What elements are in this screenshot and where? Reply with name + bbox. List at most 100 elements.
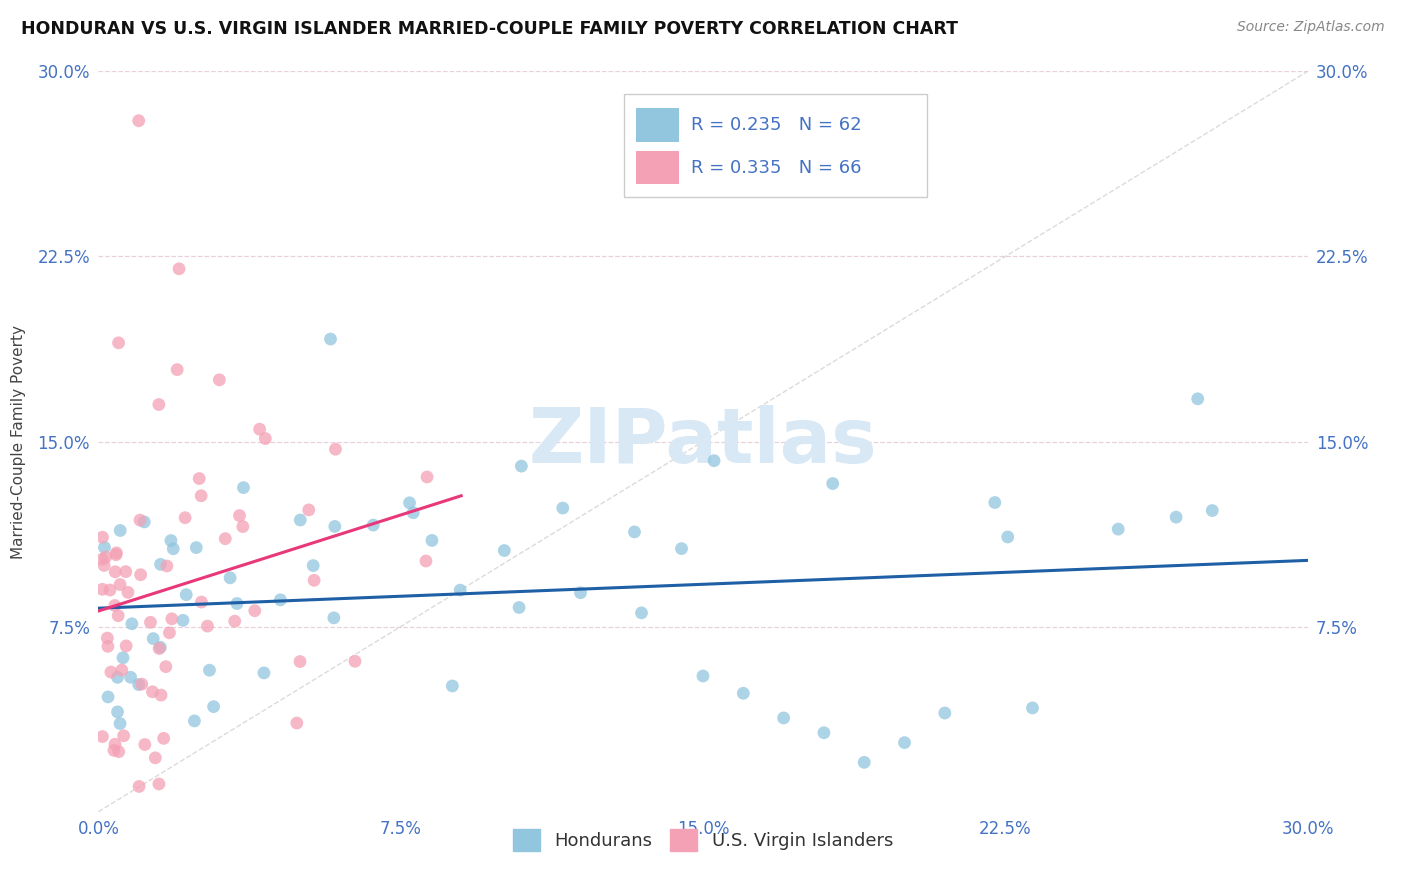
Point bbox=[93, 558, 115, 573]
Point bbox=[224, 614, 246, 628]
Point bbox=[623, 524, 645, 539]
Point bbox=[290, 513, 312, 527]
Bar bbox=[624, 94, 927, 197]
Point bbox=[107, 670, 129, 684]
Point bbox=[160, 533, 183, 548]
Point bbox=[150, 688, 173, 702]
Point bbox=[253, 665, 276, 680]
Point bbox=[285, 716, 308, 731]
Point bbox=[115, 639, 138, 653]
Bar bbox=[637, 151, 679, 184]
Bar bbox=[637, 109, 679, 142]
Point bbox=[232, 519, 254, 533]
Point bbox=[197, 619, 219, 633]
Point bbox=[934, 706, 956, 720]
Point bbox=[183, 714, 205, 728]
Point bbox=[813, 725, 835, 739]
Point bbox=[107, 745, 129, 759]
Point bbox=[149, 640, 172, 655]
Point bbox=[190, 489, 212, 503]
Point bbox=[103, 743, 125, 757]
Point bbox=[107, 705, 129, 719]
Point bbox=[214, 532, 236, 546]
Point bbox=[325, 442, 347, 457]
Point bbox=[551, 501, 574, 516]
Point bbox=[298, 503, 321, 517]
Point bbox=[190, 595, 212, 609]
Point bbox=[155, 659, 177, 673]
Point bbox=[104, 548, 127, 562]
Point bbox=[232, 481, 254, 495]
Point bbox=[100, 665, 122, 679]
Point bbox=[111, 650, 134, 665]
Point bbox=[129, 513, 152, 527]
Point bbox=[98, 582, 121, 597]
Point bbox=[91, 552, 114, 566]
Point bbox=[134, 738, 156, 752]
Point bbox=[692, 669, 714, 683]
Point bbox=[302, 574, 325, 588]
Point bbox=[166, 362, 188, 376]
Point bbox=[671, 541, 693, 556]
Point bbox=[302, 558, 325, 573]
Point bbox=[630, 606, 652, 620]
Point bbox=[322, 611, 344, 625]
Point bbox=[269, 592, 291, 607]
Point bbox=[449, 583, 471, 598]
Point bbox=[128, 677, 150, 691]
Y-axis label: Married-Couple Family Poverty: Married-Couple Family Poverty bbox=[11, 325, 27, 558]
Point bbox=[243, 604, 266, 618]
Point bbox=[226, 597, 249, 611]
Point bbox=[134, 515, 156, 529]
Point bbox=[323, 519, 346, 533]
Point bbox=[186, 541, 208, 555]
Point bbox=[160, 612, 183, 626]
Point bbox=[107, 608, 129, 623]
Point bbox=[174, 510, 197, 524]
Point bbox=[94, 549, 117, 564]
Point bbox=[111, 663, 134, 677]
Point bbox=[893, 736, 915, 750]
Point bbox=[1164, 510, 1187, 524]
Legend: Hondurans, U.S. Virgin Islanders: Hondurans, U.S. Virgin Islanders bbox=[506, 822, 900, 858]
Point bbox=[1107, 522, 1129, 536]
Point bbox=[148, 641, 170, 656]
Point bbox=[131, 677, 153, 691]
Point bbox=[569, 586, 592, 600]
Point bbox=[104, 599, 127, 613]
Point bbox=[188, 471, 211, 485]
Point bbox=[174, 588, 197, 602]
Point bbox=[156, 559, 179, 574]
Point bbox=[228, 508, 250, 523]
Point bbox=[112, 729, 135, 743]
Point bbox=[510, 459, 533, 474]
Point bbox=[984, 495, 1007, 509]
Point bbox=[108, 524, 131, 538]
Point bbox=[415, 554, 437, 568]
Point bbox=[733, 686, 755, 700]
Point bbox=[149, 558, 172, 572]
Point bbox=[148, 398, 170, 412]
Point bbox=[121, 616, 143, 631]
Text: HONDURAN VS U.S. VIRGIN ISLANDER MARRIED-COUPLE FAMILY POVERTY CORRELATION CHART: HONDURAN VS U.S. VIRGIN ISLANDER MARRIED… bbox=[21, 20, 957, 37]
Text: ZIPatlas: ZIPatlas bbox=[529, 405, 877, 478]
Point bbox=[139, 615, 162, 630]
Point bbox=[148, 777, 170, 791]
Point bbox=[208, 373, 231, 387]
Text: Source: ZipAtlas.com: Source: ZipAtlas.com bbox=[1237, 20, 1385, 34]
Point bbox=[219, 571, 242, 585]
Point bbox=[128, 780, 150, 794]
Point bbox=[1187, 392, 1209, 406]
Text: R = 0.335   N = 66: R = 0.335 N = 66 bbox=[690, 159, 862, 177]
Point bbox=[1201, 503, 1223, 517]
Point bbox=[108, 577, 131, 591]
Point bbox=[104, 565, 127, 579]
Text: R = 0.235   N = 62: R = 0.235 N = 62 bbox=[690, 117, 862, 135]
Point bbox=[1021, 701, 1043, 715]
Point bbox=[91, 530, 114, 544]
Point bbox=[821, 476, 844, 491]
Point bbox=[703, 453, 725, 467]
Point bbox=[91, 582, 114, 597]
Point bbox=[508, 600, 530, 615]
Point bbox=[343, 654, 366, 668]
